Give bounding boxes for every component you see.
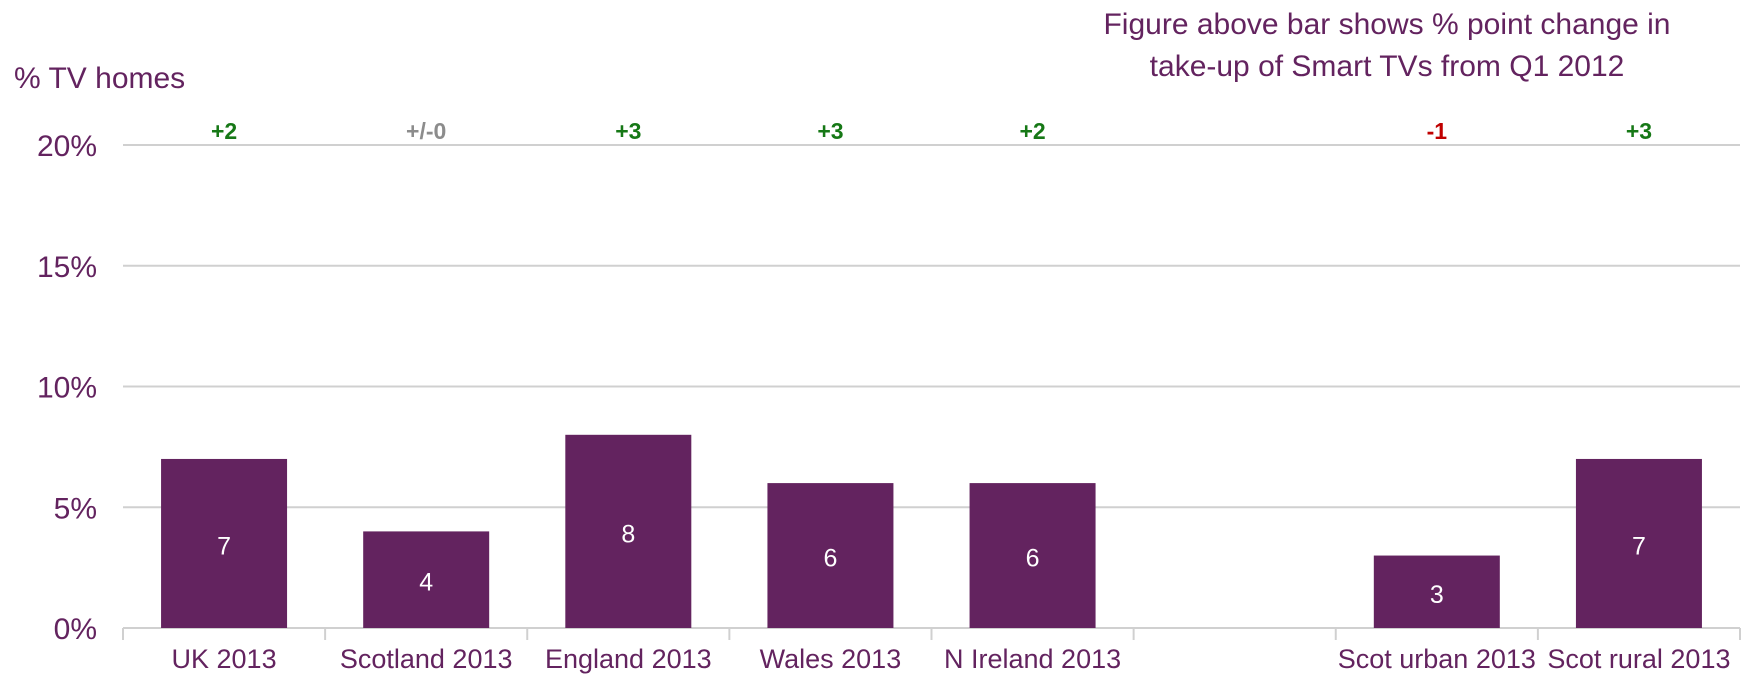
bar: [161, 458, 288, 628]
change-label: +2: [1019, 118, 1045, 144]
bar: [969, 483, 1096, 628]
bar: [1575, 458, 1702, 628]
x-tick-label: Scotland 2013: [340, 644, 513, 674]
y-tick-label: 15%: [37, 251, 97, 284]
chart-note-line-2: take-up of Smart TVs from Q1 2012: [1149, 50, 1625, 83]
chart-note-line-1: Figure above bar shows % point change in: [1103, 8, 1671, 41]
change-label: +/-0: [406, 118, 446, 144]
bar-data-label: 6: [1026, 545, 1040, 573]
y-tick-label: 5%: [54, 492, 97, 525]
bar: [1373, 555, 1500, 628]
y-tick-label: 0%: [54, 613, 97, 646]
change-label: +3: [817, 118, 843, 144]
bar-data-label: 8: [621, 520, 635, 548]
bar: [767, 483, 894, 628]
x-tick-label: Scot urban 2013: [1338, 644, 1536, 674]
bar: [565, 434, 692, 628]
bar-data-label: 7: [217, 532, 231, 560]
change-label: +3: [615, 118, 641, 144]
x-tick-label: Wales 2013: [760, 644, 902, 674]
bar-data-label: 6: [823, 545, 837, 573]
change-label: +3: [1626, 118, 1652, 144]
x-tick-label: Scot rural 2013: [1547, 644, 1730, 674]
change-label: -1: [1427, 118, 1448, 144]
bar-data-label: 4: [419, 569, 433, 597]
change-label: +2: [211, 118, 237, 144]
bar: [363, 531, 490, 628]
y-tick-label: 10%: [37, 372, 97, 405]
y-axis-label: % TV homes: [14, 62, 186, 95]
bar-data-label: 3: [1430, 581, 1444, 609]
chart-note: Figure above bar shows % point change in…: [1067, 4, 1707, 88]
x-tick-label: England 2013: [545, 644, 712, 674]
y-tick-label: 20%: [37, 130, 97, 163]
x-tick-label: N Ireland 2013: [944, 644, 1121, 674]
bar-data-label: 7: [1632, 532, 1646, 560]
x-tick-label: UK 2013: [172, 644, 277, 674]
